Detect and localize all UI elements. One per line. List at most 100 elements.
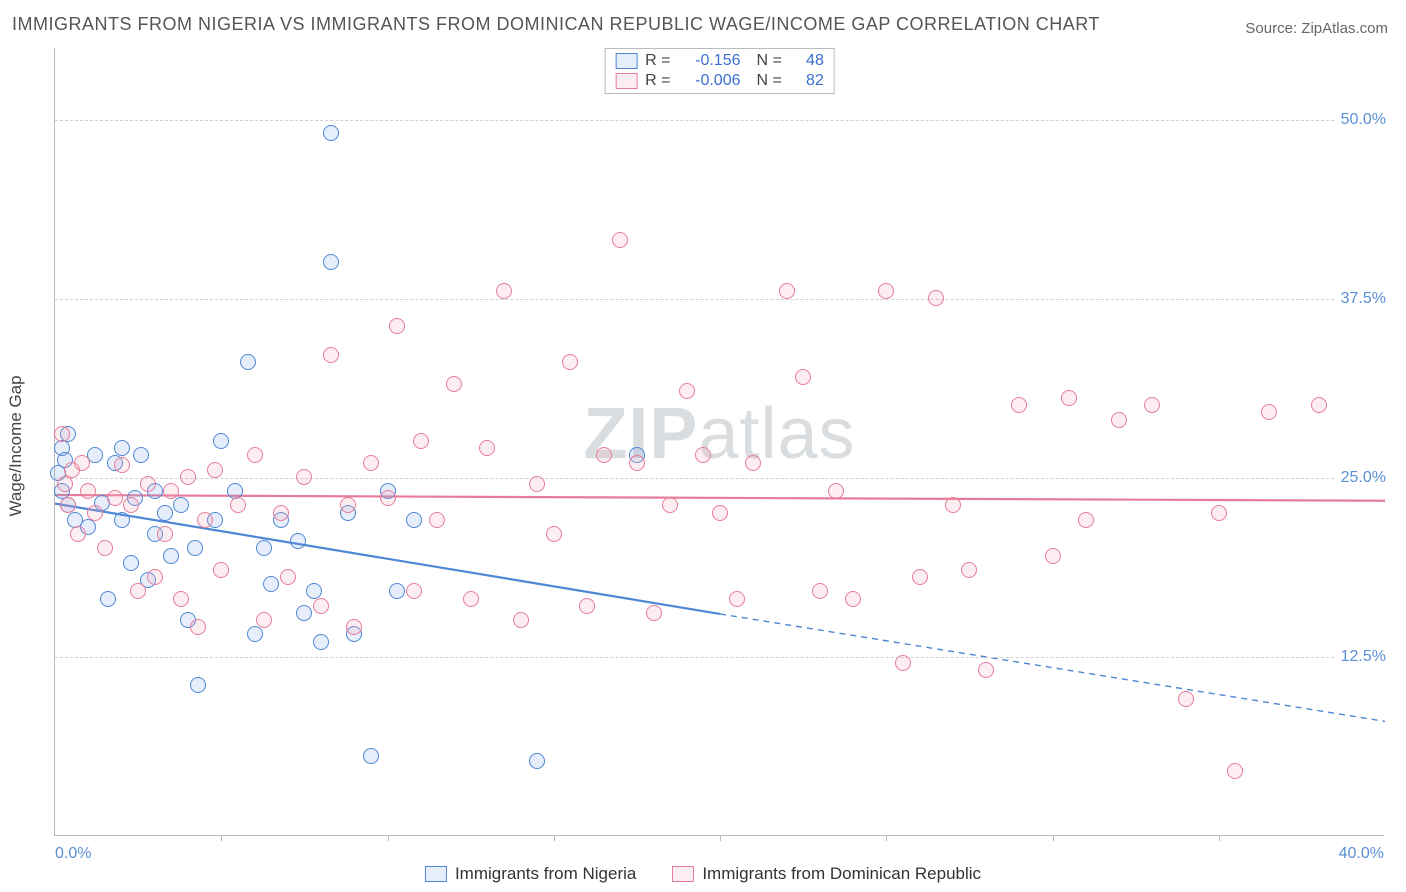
data-point (190, 619, 206, 635)
data-point (1227, 763, 1243, 779)
data-point (1078, 512, 1094, 528)
data-point (629, 455, 645, 471)
data-point (54, 426, 70, 442)
watermark-rest: atlas (698, 393, 855, 473)
chart-plot-area: ZIPatlas R =-0.156N =48R =-0.006N =82 0.… (54, 48, 1384, 836)
data-point (247, 447, 263, 463)
data-point (529, 476, 545, 492)
legend-n-value: 48 (790, 52, 824, 70)
data-point (123, 555, 139, 571)
data-point (313, 598, 329, 614)
data-point (123, 497, 139, 513)
data-point (895, 655, 911, 671)
source-label: Source: ZipAtlas.com (1245, 20, 1388, 37)
y-tick-label: 25.0% (1335, 469, 1386, 487)
data-point (1144, 397, 1160, 413)
legend-r-label: R = (645, 52, 670, 70)
data-point (80, 483, 96, 499)
data-point (296, 469, 312, 485)
data-point (363, 455, 379, 471)
data-point (413, 433, 429, 449)
data-point (140, 476, 156, 492)
data-point (256, 612, 272, 628)
data-point (795, 369, 811, 385)
data-point (227, 483, 243, 499)
data-point (107, 490, 123, 506)
data-point (114, 457, 130, 473)
data-point (1061, 390, 1077, 406)
data-point (828, 483, 844, 499)
data-point (296, 605, 312, 621)
data-point (180, 469, 196, 485)
data-point (406, 512, 422, 528)
data-point (1261, 404, 1277, 420)
x-tick-mark (1053, 835, 1054, 841)
data-point (263, 576, 279, 592)
data-point (513, 612, 529, 628)
data-point (313, 634, 329, 650)
series-legend: Immigrants from Nigeria Immigrants from D… (425, 864, 981, 884)
data-point (961, 562, 977, 578)
data-point (662, 497, 678, 513)
data-point (173, 497, 189, 513)
series-legend-item: Immigrants from Nigeria (425, 864, 636, 884)
watermark: ZIPatlas (583, 392, 855, 474)
y-tick-label: 37.5% (1335, 290, 1386, 308)
data-point (187, 540, 203, 556)
data-point (712, 505, 728, 521)
chart-title: IMMIGRANTS FROM NIGERIA VS IMMIGRANTS FR… (12, 14, 1100, 35)
data-point (529, 753, 545, 769)
data-point (114, 440, 130, 456)
data-point (1111, 412, 1127, 428)
legend-r-label: R = (645, 72, 670, 90)
data-point (429, 512, 445, 528)
trend-lines-layer (55, 48, 1384, 835)
data-point (945, 497, 961, 513)
data-point (273, 505, 289, 521)
data-point (878, 283, 894, 299)
x-tick-mark (720, 835, 721, 841)
data-point (745, 455, 761, 471)
data-point (147, 569, 163, 585)
data-point (70, 526, 86, 542)
gridline-horizontal (55, 299, 1384, 300)
data-point (546, 526, 562, 542)
data-point (579, 598, 595, 614)
data-point (463, 591, 479, 607)
data-point (363, 748, 379, 764)
series-legend-label: Immigrants from Dominican Republic (702, 864, 981, 884)
legend-row: R =-0.156N =48 (605, 51, 834, 71)
data-point (130, 583, 146, 599)
source-value: ZipAtlas.com (1301, 20, 1388, 37)
data-point (323, 125, 339, 141)
source-prefix: Source: (1245, 20, 1301, 37)
data-point (1045, 548, 1061, 564)
trend-line-dashed (720, 614, 1385, 721)
data-point (695, 447, 711, 463)
data-point (290, 533, 306, 549)
data-point (213, 433, 229, 449)
data-point (247, 626, 263, 642)
data-point (1178, 691, 1194, 707)
data-point (163, 483, 179, 499)
data-point (912, 569, 928, 585)
data-point (346, 619, 362, 635)
x-tick-mark (554, 835, 555, 841)
trend-line-solid (55, 504, 720, 614)
data-point (1311, 397, 1327, 413)
legend-row: R =-0.006N =82 (605, 71, 834, 91)
x-axis-origin-label: 0.0% (55, 845, 91, 863)
x-axis-max-label: 40.0% (1339, 845, 1384, 863)
data-point (646, 605, 662, 621)
legend-n-label: N = (757, 72, 782, 90)
correlation-legend: R =-0.156N =48R =-0.006N =82 (604, 48, 835, 94)
gridline-horizontal (55, 120, 1384, 121)
legend-swatch (672, 866, 694, 882)
data-point (446, 376, 462, 392)
series-legend-item: Immigrants from Dominican Republic (672, 864, 981, 884)
x-tick-mark (886, 835, 887, 841)
data-point (256, 540, 272, 556)
data-point (57, 476, 73, 492)
data-point (389, 318, 405, 334)
gridline-horizontal (55, 478, 1384, 479)
